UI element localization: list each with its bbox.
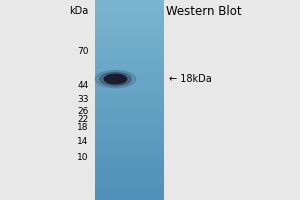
- Text: 70: 70: [77, 46, 88, 55]
- Text: 26: 26: [77, 106, 88, 116]
- Text: 10: 10: [77, 152, 88, 162]
- Text: Western Blot: Western Blot: [166, 5, 242, 18]
- Text: 44: 44: [77, 81, 88, 90]
- Text: kDa: kDa: [69, 6, 88, 16]
- Ellipse shape: [104, 74, 127, 84]
- Ellipse shape: [95, 70, 136, 88]
- Text: 22: 22: [77, 114, 88, 123]
- Text: 33: 33: [77, 95, 88, 104]
- Text: ← 18kDa: ← 18kDa: [169, 74, 212, 84]
- Ellipse shape: [100, 72, 131, 86]
- Text: 18: 18: [77, 123, 88, 132]
- Text: 14: 14: [77, 136, 88, 146]
